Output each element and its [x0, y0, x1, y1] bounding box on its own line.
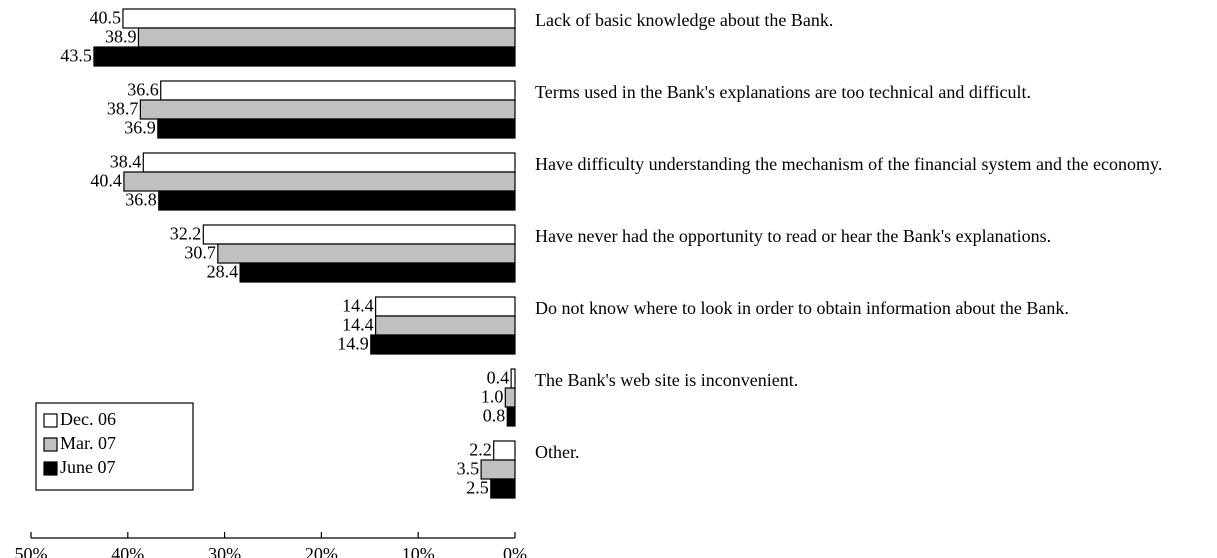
value-label: 2.2	[469, 440, 492, 460]
value-label: 2.5	[466, 478, 489, 498]
value-label: 32.2	[170, 224, 202, 244]
value-label: 28.4	[207, 262, 239, 282]
legend-box	[35, 402, 194, 491]
bar	[158, 190, 516, 211]
category-label: Have difficulty understanding the mechan…	[535, 154, 1163, 174]
category-label: Other.	[535, 442, 580, 462]
value-label: 1.0	[481, 387, 504, 407]
bar	[202, 224, 516, 245]
x-tick-label: 30%	[208, 544, 241, 558]
value-label: 38.7	[107, 99, 139, 119]
bar	[375, 315, 516, 336]
legend-swatch	[43, 413, 58, 428]
category-label: The Bank's web site is inconvenient.	[535, 370, 799, 390]
legend-label: Dec. 06	[60, 409, 116, 429]
category-label: Have never had the opportunity to read o…	[535, 226, 1052, 246]
bar	[93, 46, 516, 67]
bar	[370, 334, 516, 355]
value-label: 36.8	[125, 190, 157, 210]
bar	[122, 8, 516, 29]
bar	[504, 387, 516, 408]
value-label: 36.6	[127, 80, 159, 100]
x-tick-label: 50%	[15, 544, 48, 558]
bar	[510, 368, 516, 389]
x-tick-label: 10%	[402, 544, 435, 558]
value-label: 30.7	[184, 243, 216, 263]
value-label: 40.4	[90, 171, 122, 191]
bar	[139, 99, 516, 120]
legend-label: June 07	[60, 457, 116, 477]
bar	[142, 152, 516, 173]
x-tick-label: 20%	[305, 544, 338, 558]
category-label: Lack of basic knowledge about the Bank.	[535, 10, 834, 30]
bar	[239, 262, 516, 283]
bar	[490, 478, 516, 499]
value-label: 38.4	[110, 152, 142, 172]
bar	[506, 406, 516, 427]
bar	[493, 440, 516, 461]
value-label: 43.5	[60, 46, 92, 66]
bar	[123, 171, 516, 192]
value-label: 0.4	[487, 368, 510, 388]
legend-label: Mar. 07	[60, 433, 116, 453]
value-label: 14.4	[342, 315, 374, 335]
value-label: 14.4	[342, 296, 374, 316]
bar	[157, 118, 516, 139]
value-label: 3.5	[457, 459, 480, 479]
value-label: 14.9	[337, 334, 369, 354]
value-label: 0.8	[483, 406, 506, 426]
bar	[160, 80, 516, 101]
bar	[375, 296, 516, 317]
bar	[137, 27, 516, 48]
x-tick-label: 0%	[503, 544, 527, 558]
category-label: Terms used in the Bank's explanations ar…	[535, 82, 1032, 102]
legend-swatch	[43, 437, 58, 452]
value-label: 36.9	[124, 118, 156, 138]
bar	[480, 459, 516, 480]
category-label: Do not know where to look in order to ob…	[535, 298, 1069, 318]
value-label: 40.5	[89, 8, 121, 28]
bar	[217, 243, 516, 264]
x-tick-label: 40%	[111, 544, 144, 558]
legend-swatch	[43, 461, 58, 476]
value-label: 38.9	[105, 27, 137, 47]
